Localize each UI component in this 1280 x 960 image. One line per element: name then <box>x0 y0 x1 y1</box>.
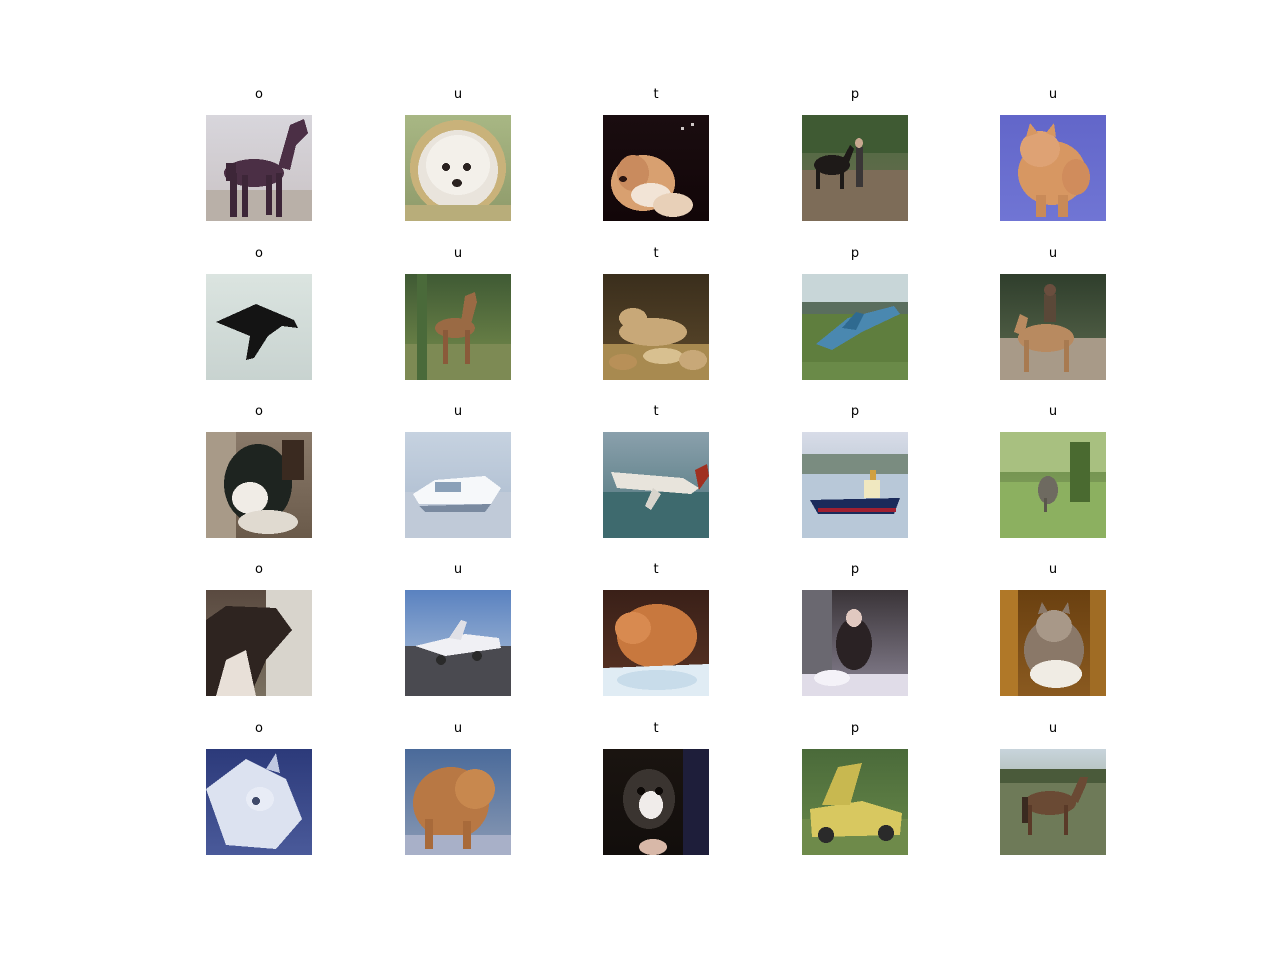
thumbnail-horse <box>1000 274 1106 380</box>
thumbnail-frog <box>603 274 709 380</box>
subplot-title: u <box>1048 87 1058 102</box>
thumbnail-dog <box>405 115 511 221</box>
subplot-title: t <box>653 404 659 419</box>
thumbnail-dog <box>802 590 908 696</box>
thumbnail-horse <box>802 115 908 221</box>
thumbnail-ship <box>802 432 908 538</box>
subplot-title: o <box>255 721 263 736</box>
thumbnail-bird <box>1000 432 1106 538</box>
subplot-title: p <box>850 721 860 736</box>
subplot-title: t <box>653 562 659 577</box>
subplot-title: p <box>850 562 860 577</box>
thumbnail-automobile <box>802 749 908 855</box>
subplot-title: p <box>850 404 860 419</box>
thumbnail-dog <box>603 115 709 221</box>
subplot-title: p <box>850 246 860 261</box>
subplot-title: u <box>1048 246 1058 261</box>
thumbnail-airplane <box>405 590 511 696</box>
thumbnail-cat <box>1000 115 1106 221</box>
thumbnail-cat <box>405 749 511 855</box>
subplot-title: t <box>653 721 659 736</box>
thumbnail-airplane <box>603 432 709 538</box>
thumbnail-dog <box>206 432 312 538</box>
subplot-title: u <box>453 562 463 577</box>
subplot-title: o <box>255 562 263 577</box>
thumbnail-dog <box>603 749 709 855</box>
thumbnail-horse <box>1000 749 1106 855</box>
thumbnail-horse <box>206 590 312 696</box>
subplot-title: t <box>653 246 659 261</box>
subplot-title: t <box>653 87 659 102</box>
thumbnail-ship <box>405 432 511 538</box>
subplot-title: u <box>1048 562 1058 577</box>
subplot-title: p <box>850 87 860 102</box>
subplot-title: u <box>1048 404 1058 419</box>
subplot-title: u <box>453 246 463 261</box>
subplot-title: u <box>1048 721 1058 736</box>
thumbnail-cat <box>1000 590 1106 696</box>
subplot-title: o <box>255 404 263 419</box>
subplot-title: o <box>255 87 263 102</box>
thumbnail-horse <box>206 115 312 221</box>
thumbnail-cat <box>603 590 709 696</box>
subplot-title: u <box>453 404 463 419</box>
thumbnail-airplane <box>802 274 908 380</box>
subplot-title: u <box>453 87 463 102</box>
subplot-title: u <box>453 721 463 736</box>
thumbnail-airplane <box>206 749 312 855</box>
thumbnail-deer <box>405 274 511 380</box>
subplot-title: o <box>255 246 263 261</box>
thumbnail-airplane <box>206 274 312 380</box>
